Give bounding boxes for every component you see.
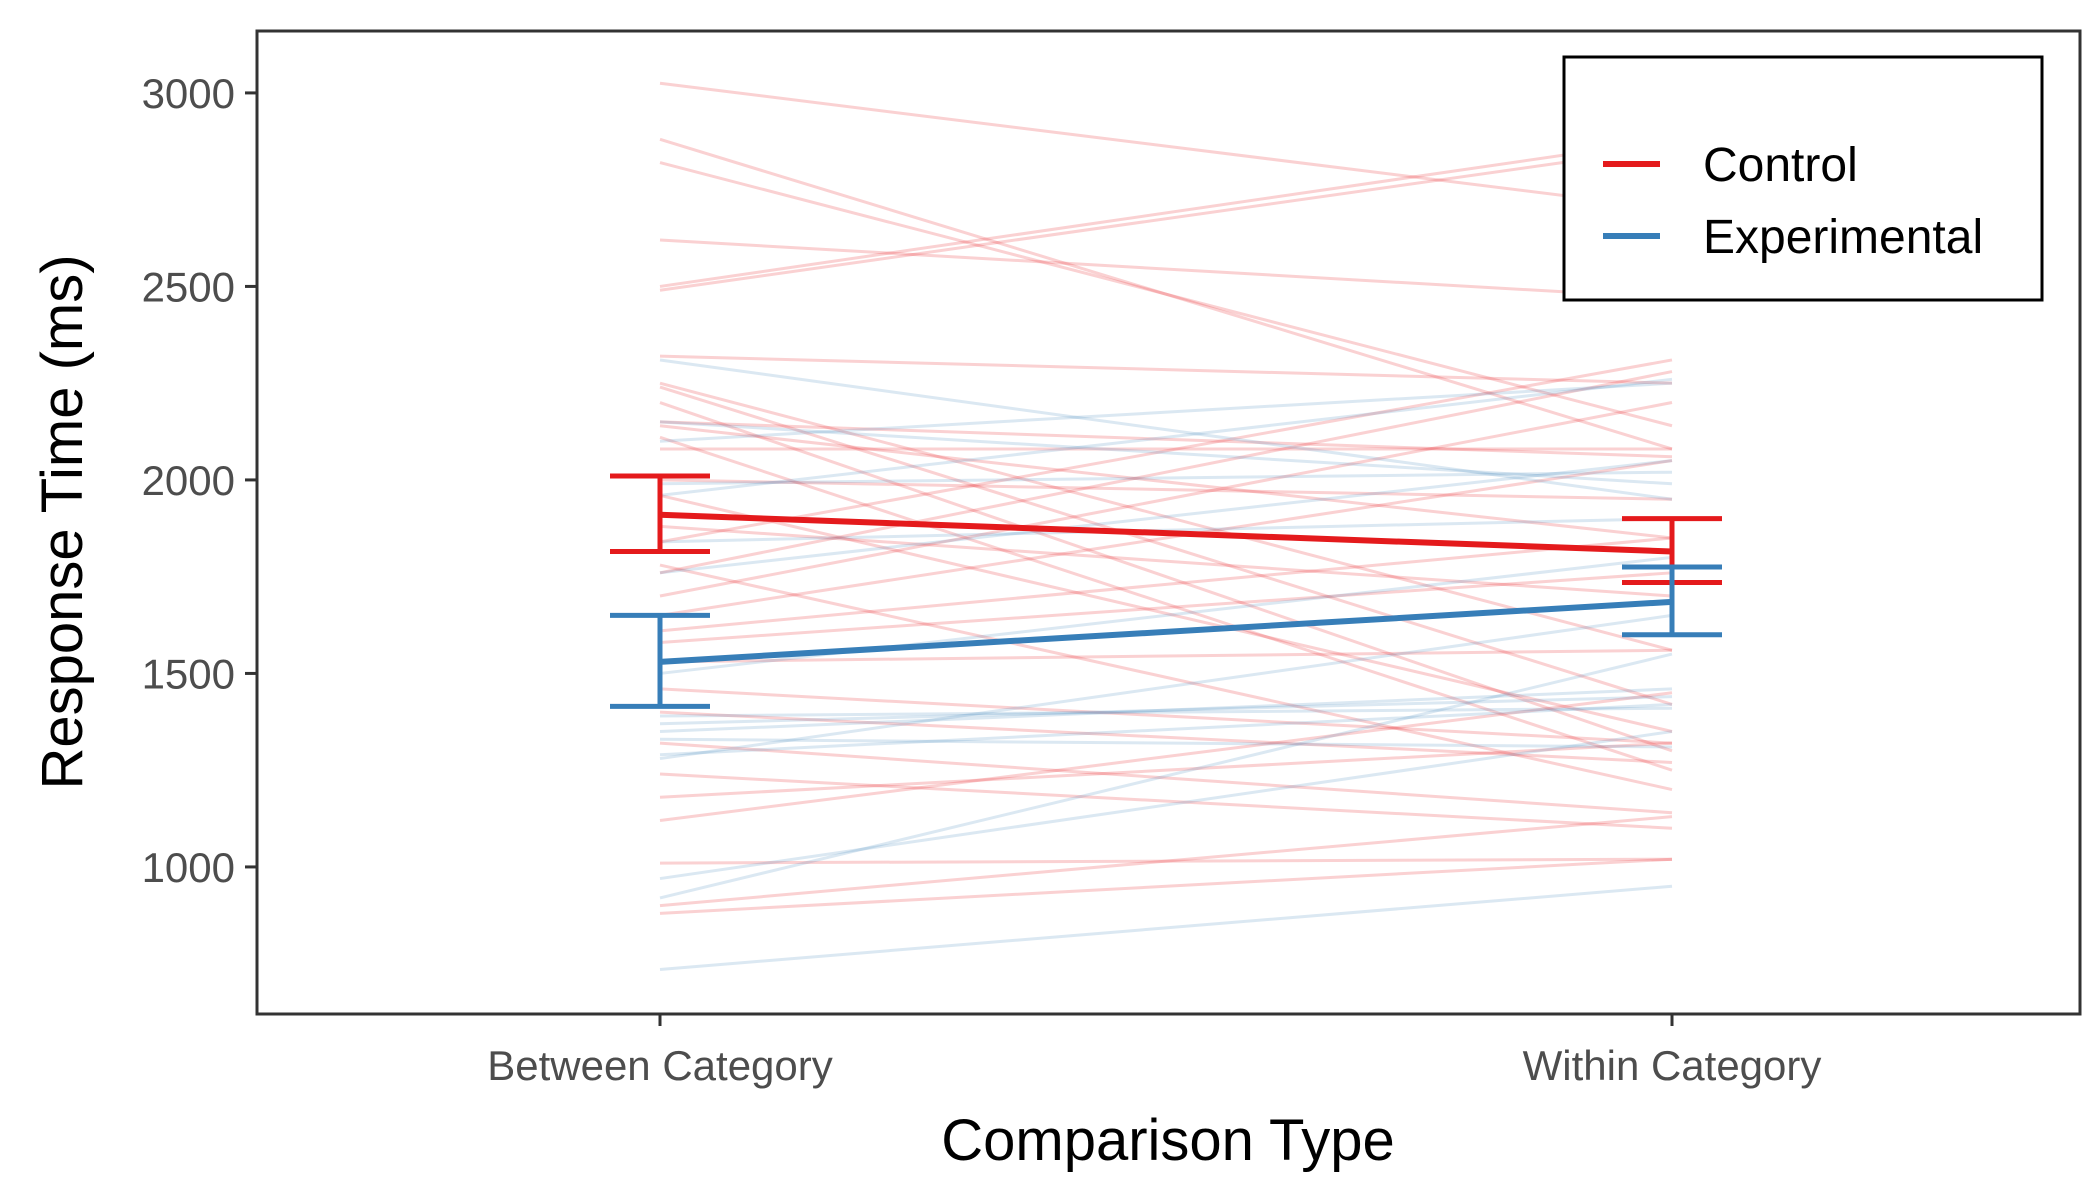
participant-line-experimental xyxy=(659,884,1673,971)
participant-line-experimental xyxy=(659,377,1673,497)
mean-line-control xyxy=(659,511,1673,555)
participant-line-control xyxy=(659,563,1673,791)
participant-line-control xyxy=(659,741,1673,815)
y-tick-label: 1000 xyxy=(142,844,235,891)
participant-line-experimental xyxy=(659,706,1673,718)
group-means xyxy=(610,473,1722,709)
participant-line-experimental xyxy=(659,459,1673,575)
participant-line-control xyxy=(659,857,1673,865)
participant-line-control xyxy=(659,459,1673,617)
participant-line-control xyxy=(659,358,1673,544)
participant-line-experimental xyxy=(659,420,1673,486)
participant-line-control xyxy=(659,687,1673,745)
legend-label-experimental: Experimental xyxy=(1703,211,1983,264)
participant-line-control xyxy=(659,691,1673,822)
participant-line-experimental xyxy=(659,729,1673,881)
participant-line-control xyxy=(659,435,1673,772)
participant-line-experimental xyxy=(659,358,1673,501)
participant-line-control xyxy=(659,370,1673,575)
legend: Control Experimental xyxy=(1562,55,2044,302)
y-tick-label: 2000 xyxy=(142,457,235,504)
participant-line-control xyxy=(659,772,1673,830)
participant-line-control xyxy=(659,385,1673,706)
participant-line-control xyxy=(659,710,1673,764)
participant-line-experimental xyxy=(659,702,1673,757)
participant-lines xyxy=(659,81,1673,971)
x-axis-title: Comparison Type xyxy=(941,1108,1395,1173)
axes: 1000 1500 2000 2500 3000 Between Category With… xyxy=(142,70,1822,1089)
participant-line-experimental xyxy=(659,381,1673,443)
participant-line-control xyxy=(659,401,1673,598)
x-tick-label: Within Category xyxy=(1523,1042,1822,1089)
participant-line-control xyxy=(659,493,1673,733)
participant-line-control xyxy=(659,648,1673,664)
legend-label-control: Control xyxy=(1703,139,1858,192)
y-axis-title: Response Time (ms) xyxy=(30,254,95,789)
participant-line-experimental xyxy=(659,695,1673,726)
participant-line-control xyxy=(659,536,1673,633)
participant-line-experimental xyxy=(659,613,1673,761)
participant-line-control xyxy=(659,741,1673,799)
participant-line-control xyxy=(659,420,1673,459)
mean-line-experimental xyxy=(659,598,1673,665)
participant-line-experimental xyxy=(659,652,1673,900)
y-tick-label: 1500 xyxy=(142,650,235,697)
participant-line-experimental xyxy=(659,470,1673,486)
participant-line-control xyxy=(659,524,1673,598)
participant-line-control xyxy=(659,137,1673,451)
participant-line-control xyxy=(659,81,1673,211)
x-tick-label: Between Category xyxy=(487,1042,833,1089)
participant-line-control xyxy=(659,857,1673,915)
participant-line-control xyxy=(659,424,1673,540)
participant-line-control xyxy=(659,161,1673,428)
participant-line-control xyxy=(659,815,1673,908)
participant-line-experimental xyxy=(659,737,1673,749)
legend-box xyxy=(1562,55,2044,302)
participant-line-control xyxy=(659,401,1673,753)
participant-line-control xyxy=(659,478,1673,501)
y-tick-label: 2500 xyxy=(142,263,235,310)
participant-line-control xyxy=(659,145,1673,292)
participant-line-control xyxy=(659,381,1673,652)
y-tick-label: 3000 xyxy=(142,70,235,117)
participant-line-control xyxy=(659,137,1673,288)
participant-line-experimental xyxy=(659,687,1673,733)
participant-line-control xyxy=(659,238,1673,300)
plot-panel-border xyxy=(255,29,2082,1016)
participant-line-control xyxy=(659,354,1673,385)
participant-line-control xyxy=(659,571,1673,644)
